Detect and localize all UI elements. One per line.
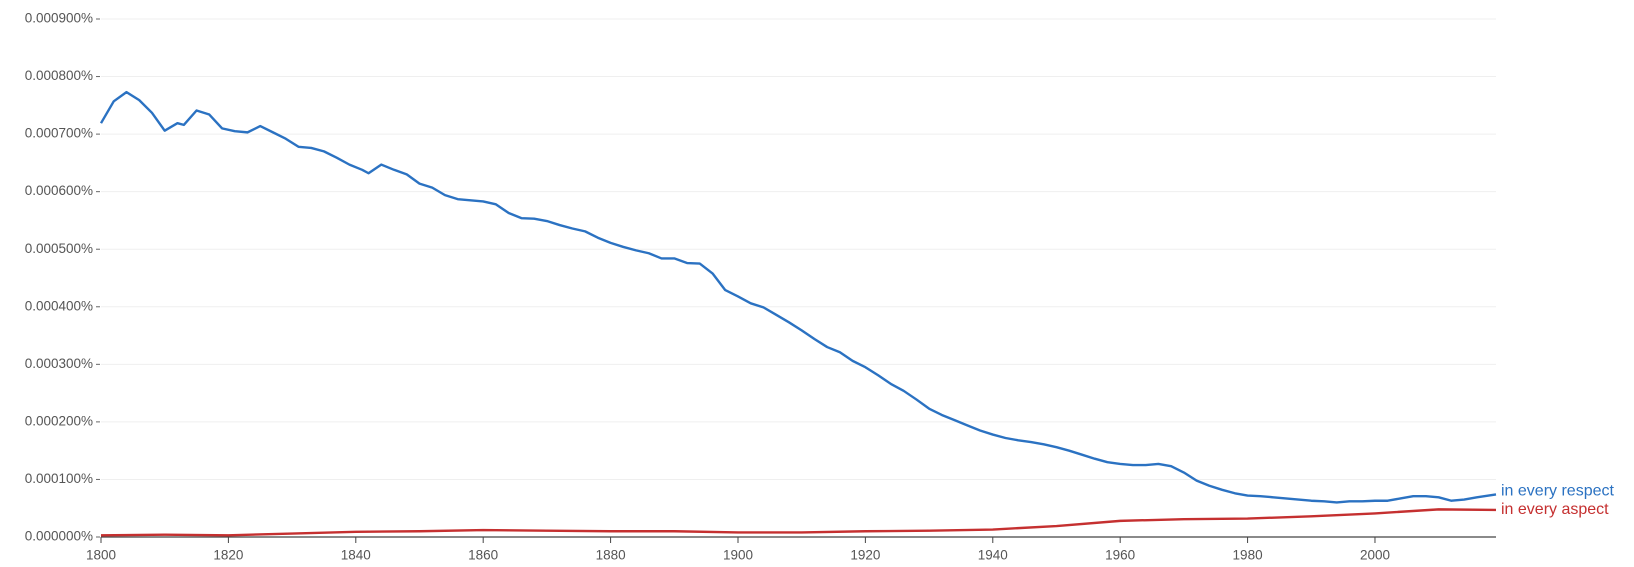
series-line: [99, 90, 1497, 504]
x-tick-label: 1920: [850, 548, 880, 563]
series-label: in every aspect: [1501, 501, 1609, 518]
series-label: in every respect: [1501, 483, 1614, 500]
x-tick-label: 1820: [213, 548, 243, 563]
x-tick-label: 1800: [86, 548, 116, 563]
x-tick-label: 1960: [1105, 548, 1135, 563]
y-tick-label: 0.000500%: [25, 241, 93, 256]
x-tick-label: 1980: [1233, 548, 1263, 563]
y-tick-label: 0.000100%: [25, 471, 93, 486]
y-tick-label: 0.000900%: [25, 11, 93, 26]
y-tick-label: 0.000000%: [25, 529, 93, 544]
y-tick-label: 0.000800%: [25, 68, 93, 83]
y-tick-label: 0.000600%: [25, 183, 93, 198]
x-tick-label: 1860: [468, 548, 498, 563]
x-tick-label: 1900: [723, 548, 753, 563]
y-tick-label: 0.000400%: [25, 298, 93, 313]
x-tick-label: 2000: [1360, 548, 1390, 563]
series-line: [100, 508, 1497, 537]
y-tick-label: 0.000700%: [25, 126, 93, 141]
y-tick-label: 0.000300%: [25, 356, 93, 371]
x-tick-label: 1840: [341, 548, 371, 563]
x-tick-label: 1880: [596, 548, 626, 563]
y-tick-label: 0.000200%: [25, 413, 93, 428]
x-tick-label: 1940: [978, 548, 1008, 563]
